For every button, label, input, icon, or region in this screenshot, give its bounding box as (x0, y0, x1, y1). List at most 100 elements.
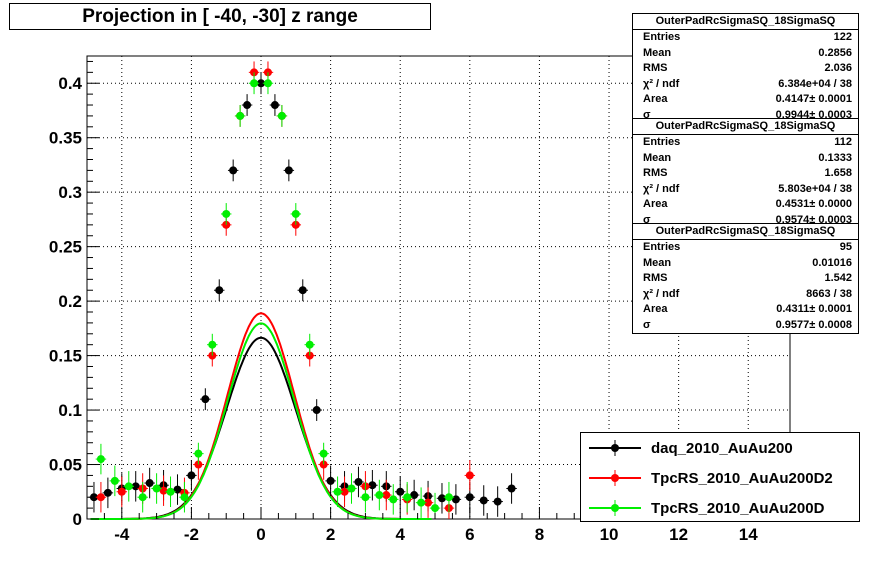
stats-row: Entries 122 (633, 30, 858, 46)
data-point (89, 493, 98, 502)
stats-value: 0.9577± 0.0008 (775, 318, 852, 331)
data-point (424, 498, 433, 507)
legend-entry: TpcRS_2010_AuAu200D2 (581, 463, 859, 493)
stats-key: σ (643, 318, 651, 331)
data-point (110, 476, 119, 485)
legend-marker-icon (587, 493, 643, 523)
data-point (333, 487, 342, 496)
y-tick-label: 0.05 (49, 456, 82, 475)
stats-value: 0.1333 (818, 151, 852, 164)
y-tick-label: 0.1 (58, 401, 82, 420)
data-point (236, 111, 245, 120)
data-point (465, 493, 474, 502)
x-tick-label: 0 (256, 525, 265, 544)
y-tick-label: 0.2 (58, 292, 82, 311)
axes: -4 -2 0 2 4 6 8 10 12 14 0 0.05 0.1 0.15 0.2 0.25 0.3 0.3… (49, 60, 784, 544)
data-point (507, 484, 516, 493)
data-point (368, 481, 377, 490)
data-point (96, 455, 105, 464)
legend-entry: TpcRS_2010_AuAu200D (581, 493, 859, 523)
stats-box-title: OuterPadRcSigmaSQ_18SigmaSQ (633, 119, 858, 135)
data-point (166, 487, 175, 496)
data-point (375, 491, 384, 500)
data-point (257, 79, 266, 88)
y-tick-label: 0.35 (49, 129, 82, 148)
y-tick-label: 0.3 (58, 183, 82, 202)
data-point (96, 493, 105, 502)
stats-key: Area (643, 198, 668, 210)
fit-curves (90, 312, 432, 520)
data-point (319, 449, 328, 458)
x-tick-label: -4 (114, 525, 130, 544)
stats-row: Mean 0.01016 (633, 256, 858, 272)
stats-box-title: OuterPadRcSigmaSQ_18SigmaSQ (633, 224, 858, 240)
stats-value: 0.4311± 0.0001 (776, 303, 852, 315)
data-point (180, 493, 189, 502)
stats-row: RMS 1.658 (633, 166, 858, 182)
stats-value: 0.01016 (812, 256, 852, 269)
data-point (229, 166, 238, 175)
stats-row: Mean 0.1333 (633, 151, 858, 167)
legend-label: TpcRS_2010_AuAu200D (651, 499, 825, 517)
stats-value: 1.658 (824, 167, 852, 179)
data-point (493, 497, 502, 506)
data-point (124, 482, 133, 491)
stats-value: 6.384e+04 / 38 (778, 77, 852, 90)
stats-key: Mean (643, 46, 672, 59)
x-tick-label: 14 (739, 525, 758, 544)
stats-row: χ² / ndf 5.803e+04 / 38 (633, 182, 858, 198)
stats-key: χ² / ndf (643, 182, 680, 195)
data-point (410, 491, 419, 500)
stats-key: χ² / ndf (643, 287, 680, 300)
chart-title: Projection in [ -40, -30] z range (9, 3, 431, 30)
x-tick-label: 2 (326, 525, 335, 544)
data-point (208, 340, 217, 349)
data-point (403, 493, 412, 502)
stats-value: 1.542 (824, 272, 852, 284)
data-point (326, 476, 335, 485)
data-point (291, 209, 300, 218)
stats-key: σ (643, 213, 651, 226)
data-point (250, 79, 259, 88)
data-point (194, 449, 203, 458)
stats-key: Area (643, 303, 668, 315)
stats-row: Entries 95 (633, 240, 858, 256)
stats-value: 2.036 (824, 62, 852, 74)
data-point (103, 488, 112, 497)
stats-value: 8663 / 38 (806, 287, 852, 300)
stats-key: Entries (643, 31, 681, 43)
data-point (340, 487, 349, 496)
data-point (437, 494, 446, 503)
legend-label: TpcRS_2010_AuAu200D2 (651, 469, 833, 487)
stats-key: Mean (643, 151, 672, 164)
data-point (389, 495, 398, 504)
data-points (88, 61, 517, 519)
stats-row: σ 0.9574± 0.0003 (633, 213, 858, 229)
data-point (222, 209, 231, 218)
stats-value: 0.2856 (818, 46, 852, 59)
stats-key: Entries (643, 241, 681, 253)
data-point (298, 286, 307, 295)
stats-row: RMS 2.036 (633, 61, 858, 77)
stats-key: RMS (643, 62, 668, 74)
stats-value: 0.9574± 0.0003 (775, 213, 852, 226)
data-point (451, 495, 460, 504)
data-point (187, 471, 196, 480)
legend-marker-icon (587, 463, 643, 493)
y-tick-label: 0.15 (49, 347, 82, 366)
legend-label: daq_2010_AuAu200 (651, 439, 793, 457)
data-point (215, 286, 224, 295)
data-point (479, 496, 488, 505)
y-tick-label: 0.4 (58, 74, 82, 93)
data-point (347, 484, 356, 493)
data-point (263, 79, 272, 88)
data-point (396, 487, 405, 496)
stats-key: Entries (643, 136, 681, 148)
stats-key: RMS (643, 272, 668, 284)
data-point (431, 504, 440, 513)
data-point (284, 166, 293, 175)
stats-row: Area 0.4311± 0.0001 (633, 302, 858, 318)
x-tick-label: 12 (669, 525, 688, 544)
y-tick-label: 0 (73, 510, 82, 529)
